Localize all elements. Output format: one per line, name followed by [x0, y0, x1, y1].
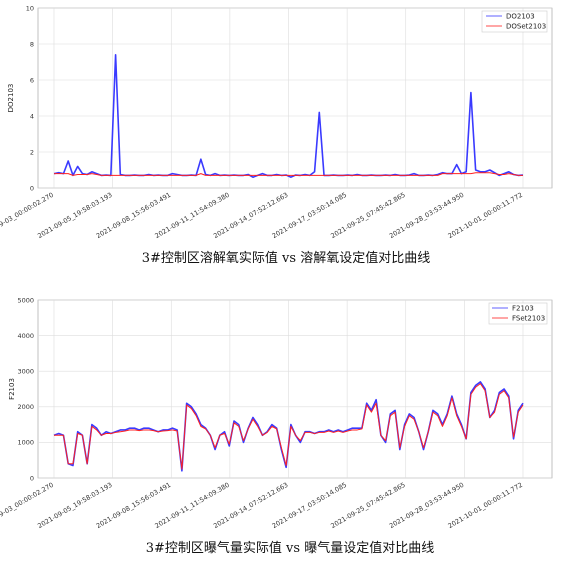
legend-label-doset2103: DOSet2103 [506, 23, 546, 31]
y-tick-label: 4000 [17, 332, 34, 340]
y-axis-label: DO2103 [7, 84, 15, 113]
y-tick-label: 1000 [17, 439, 34, 447]
series-lines [53, 53, 524, 178]
y-tick-label: 2000 [17, 403, 34, 411]
dissolved-oxygen-chart: 0 2 4 6 8 10 2021-09-03_00:00:02.2702021-09-0… [0, 4, 553, 266]
aeration-chart: 0 1000 2000 3000 4000 5000 2021-09-03_00:00:0… [0, 296, 553, 556]
grid-lines [38, 7, 552, 189]
y-tick-label: 3000 [17, 368, 34, 376]
series-lines [53, 381, 524, 472]
x-axis-ticks: 2021-09-03_00:00:02.2702021-09-05_19:58:… [0, 191, 524, 240]
plot-area [37, 299, 553, 479]
y-tick-label: 10 [26, 4, 34, 12]
y-tick-label: 5000 [17, 296, 34, 304]
chart-caption: 3#控制区溶解氧实际值 vs 溶解氧设定值对比曲线 [142, 250, 430, 266]
series-line-fset2103 [54, 383, 524, 470]
y-axis-ticks: 0 2 4 6 8 10 [26, 4, 34, 192]
x-axis-ticks: 2021-09-03_00:00:02.2702021-09-05_19:58:… [0, 481, 524, 530]
y-tick-label: 6 [30, 76, 34, 84]
legend: F2103 FSet2103 [488, 302, 548, 325]
y-tick-label: 0 [30, 184, 34, 192]
y-tick-label: 0 [30, 474, 34, 482]
series-line-doset2103 [54, 172, 523, 176]
y-tick-label: 2 [30, 148, 34, 156]
legend-label-do2103: DO2103 [506, 13, 535, 21]
grid-lines [38, 299, 552, 479]
y-tick-label: 8 [30, 40, 34, 48]
y-axis-label: F2103 [8, 378, 16, 400]
legend-label-fset2103: FSet2103 [512, 315, 545, 323]
y-tick-label: 4 [30, 112, 34, 120]
y-axis-ticks: 0 1000 2000 3000 4000 5000 [17, 296, 34, 482]
legend-label-f2103: F2103 [512, 305, 534, 313]
chart-caption: 3#控制区曝气量实际值 vs 曝气量设定值对比曲线 [146, 540, 434, 556]
legend: DO2103 DOSet2103 [481, 10, 548, 33]
